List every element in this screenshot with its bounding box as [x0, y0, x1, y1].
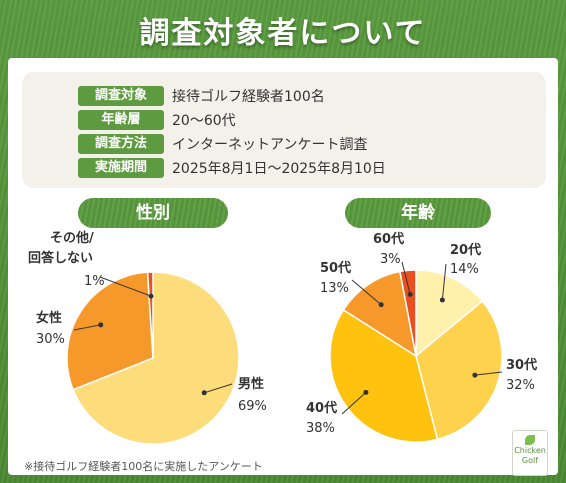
pie-slice-other [146, 271, 154, 359]
age-40s-leader-dot [363, 389, 369, 395]
age-value-50s: 13% [320, 281, 349, 296]
age-value-20s: 14% [450, 262, 479, 277]
age-40s-leader-line [341, 392, 367, 415]
age-50s-leader-dot [378, 302, 384, 308]
age-50s-leader-line [351, 279, 382, 306]
info-value-method: インターネットアンケート調査 [172, 137, 368, 153]
age-label-50s: 50代 [320, 260, 351, 276]
age-30s-leader-line [474, 371, 503, 376]
gender-other-leader-dot [148, 293, 154, 299]
info-row-period: 実施期間 2025年8月1日〜2025年8月10日 [78, 158, 386, 178]
page-title: 調査対象者について [139, 16, 427, 51]
pie-slice-50s [342, 270, 418, 358]
gender-other-leader-line [99, 276, 152, 297]
gender-female-leader-dot [98, 322, 104, 328]
pie-slice-30s [415, 300, 503, 441]
info-value-age-range: 20〜60代 [172, 113, 236, 129]
pie-slice-20s [415, 269, 484, 358]
leaf-icon [525, 435, 535, 445]
gender-value-female: 30% [36, 332, 65, 347]
gender-male-leader-dot [201, 390, 207, 396]
footnote: ※接待ゴルフ経験者100名に実施したアンケート [24, 460, 263, 473]
info-row-target: 調査対象 接待ゴルフ経験者100名 [78, 86, 325, 106]
gender-chart-title: 性別 [78, 198, 228, 228]
pie-slice-female [66, 271, 154, 391]
gender-value-other: 1% [84, 274, 105, 289]
gender-label-female: 女性 [36, 310, 62, 326]
leader-lines [73, 261, 503, 415]
logo-text-line1: Chicken [514, 446, 546, 455]
age-20s-leader-line [441, 263, 447, 301]
age-value-30s: 32% [506, 378, 535, 393]
age-pie [329, 269, 503, 443]
age-chart-title: 年齢 [345, 198, 491, 228]
gender-male-leader-line [204, 383, 233, 394]
info-row-age-range: 年齢層 20〜60代 [78, 110, 236, 130]
info-row-method: 調査方法 インターネットアンケート調査 [78, 134, 367, 154]
age-30s-leader-dot [472, 372, 478, 378]
info-label-target: 調査対象 [78, 86, 164, 106]
age-label-60s: 60代 [373, 231, 404, 247]
chicken-golf-logo: Chicken Golf [512, 430, 548, 476]
info-label-period: 実施期間 [78, 158, 164, 178]
gender-value-male: 69% [238, 399, 267, 414]
gender-label-other-line2: 回答しない [28, 250, 93, 266]
info-label-method: 調査方法 [78, 134, 164, 154]
pie-slice-male [72, 271, 240, 445]
info-label-age-range: 年齢層 [78, 110, 164, 130]
logo-text-line2: Golf [521, 456, 539, 465]
age-60s-leader-line [401, 261, 411, 295]
gender-pie [66, 271, 240, 445]
gender-label-other-line1: その他/ [50, 230, 94, 246]
age-value-60s: 3% [380, 252, 401, 267]
age-label-30s: 30代 [506, 357, 537, 373]
info-value-period: 2025年8月1日〜2025年8月10日 [172, 161, 386, 177]
info-value-target: 接待ゴルフ経験者100名 [172, 89, 325, 105]
age-label-40s: 40代 [306, 400, 337, 416]
age-value-40s: 38% [306, 421, 335, 436]
pie-slice-60s [399, 269, 417, 357]
age-60s-leader-dot [407, 291, 413, 297]
gender-female-leader-line [73, 324, 101, 331]
age-20s-leader-dot [439, 297, 445, 303]
gender-label-male: 男性 [238, 376, 264, 392]
age-label-20s: 20代 [450, 242, 481, 258]
pie-slice-40s [329, 308, 439, 443]
